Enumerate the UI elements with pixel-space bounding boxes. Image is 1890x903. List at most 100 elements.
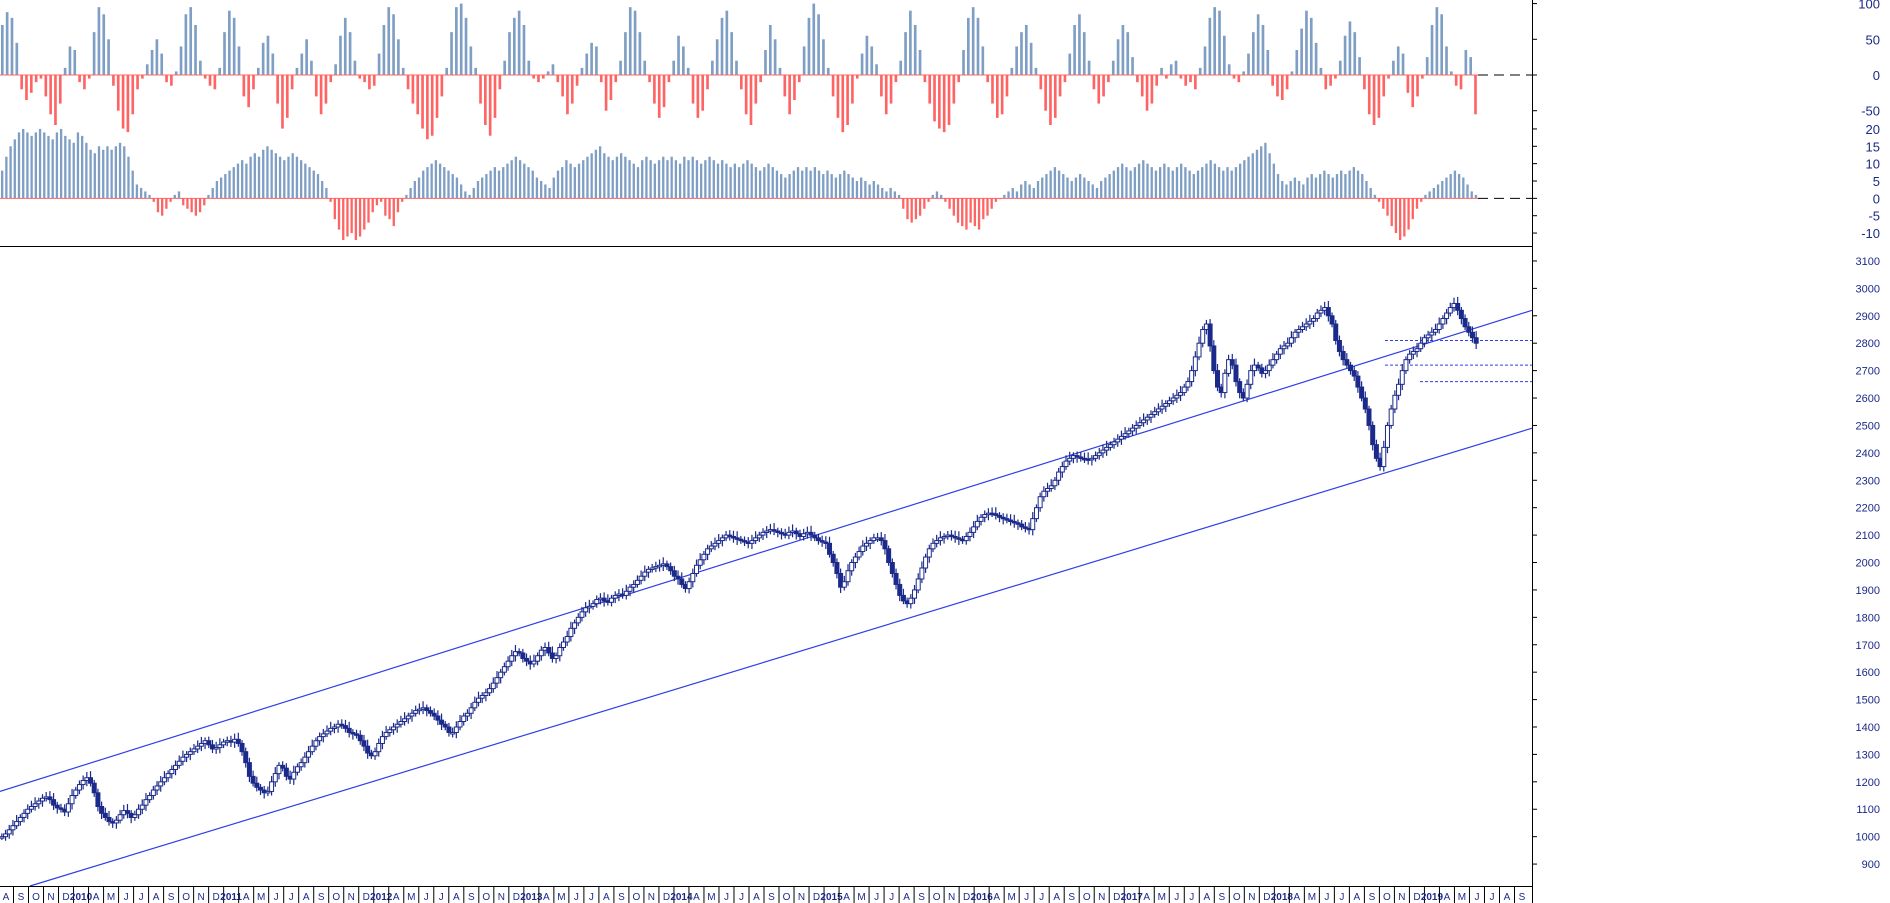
mid-osc-bar [712, 160, 715, 199]
top-osc-bar [256, 67, 260, 75]
top-osc-bar [1334, 75, 1337, 79]
top-osc-bar [1140, 75, 1144, 97]
x-tick-label: N [648, 892, 655, 903]
candle-body [280, 764, 286, 769]
candle-body [468, 707, 474, 714]
top-osc-bar [1305, 10, 1308, 76]
top-osc-bar [546, 71, 550, 75]
candle-body [250, 775, 256, 784]
mid-osc-bar [1209, 160, 1212, 199]
mid-osc-bar [1095, 187, 1099, 199]
mid-osc-bar [632, 163, 635, 199]
candle-body [642, 571, 648, 577]
candle-body [827, 542, 833, 555]
mid-osc-bar [1386, 198, 1389, 216]
mid-osc-bar [577, 163, 581, 199]
mid-osc-bar [186, 198, 189, 209]
x-tick-label: A [1354, 892, 1361, 903]
mid-osc-bar [1310, 174, 1313, 199]
top-osc-bar [1387, 75, 1390, 79]
mid-osc-bar [43, 132, 46, 199]
top-osc-bar [1421, 75, 1424, 79]
candle-body [309, 745, 315, 753]
x-tick-label: A [243, 892, 250, 903]
top-osc-bar [1363, 75, 1366, 90]
top-osc-bar [653, 75, 656, 104]
mid-osc-bar [114, 146, 118, 199]
price-ytick-label: 2000 [1856, 558, 1880, 570]
x-tick-label: A [603, 892, 610, 903]
mid-osc-bar [1108, 174, 1111, 199]
top-osc-bar [450, 32, 453, 75]
mid-osc-bar [885, 191, 888, 199]
candle-body [952, 535, 958, 539]
price-ytick-label: 3100 [1856, 256, 1880, 268]
x-tick-label: D [363, 892, 370, 903]
candle-body [213, 747, 219, 750]
top-osc-bar [174, 71, 178, 75]
mid-osc-bar [973, 198, 977, 227]
top-osc-bar [1102, 75, 1105, 97]
candle-body [1425, 334, 1431, 339]
candle-body [948, 534, 954, 538]
top-osc-bar [1126, 32, 1130, 75]
mid-osc-bar [1247, 156, 1250, 199]
x-tick-label: S [168, 892, 175, 903]
top-osc-bar [793, 75, 796, 100]
mid-osc-bar [868, 184, 871, 199]
mid-osc-bar [409, 187, 412, 199]
x-tick-label: M [1458, 892, 1466, 903]
mid-osc-bar [624, 156, 627, 199]
mid-osc-bar [535, 177, 539, 199]
mid-osc-bar [1129, 170, 1132, 199]
price-ytick-label: 1000 [1856, 832, 1880, 844]
x-tick-label: J [124, 892, 129, 903]
top-osc-bar [1295, 50, 1299, 75]
candle-body [1407, 353, 1413, 361]
x-tick-label: O [1083, 892, 1091, 903]
candle-body [1296, 329, 1302, 333]
candle-body [132, 814, 138, 818]
top-osc-bar [1445, 46, 1448, 75]
mid-osc-bar [1415, 198, 1419, 209]
mid-osc-bar [1302, 184, 1305, 199]
candle-body [627, 586, 633, 592]
top-osc-bar [1227, 64, 1231, 75]
candle-body [1100, 449, 1106, 454]
candle-body [328, 727, 334, 732]
candle-body [1207, 323, 1213, 347]
top-osc-bar [570, 75, 574, 104]
top-osc-bar [102, 14, 106, 75]
top-osc-bar [136, 75, 139, 90]
middle-oscillator-panel: 20 15 10 5 0 -5 -10 [0, 122, 1880, 241]
candle-body [1093, 455, 1099, 459]
candle-body [1144, 416, 1150, 421]
mid-osc-bar [493, 167, 496, 199]
top-osc-bar [1136, 75, 1139, 83]
mid-osc-bar [1083, 177, 1086, 199]
mid-osc-bar [384, 198, 387, 216]
candle-body [331, 726, 337, 729]
candle-body [638, 575, 644, 581]
mid-osc-bar [573, 167, 576, 199]
candle-body [886, 548, 892, 564]
mid-osc-bar [464, 191, 467, 199]
mid-osc-bar [763, 167, 766, 199]
mid-osc-bar [956, 198, 960, 223]
candle-body [1089, 457, 1095, 461]
candle-body [926, 548, 932, 558]
candle-body [956, 537, 962, 540]
candle-body [1196, 342, 1202, 358]
mid-osc-bar [102, 149, 105, 199]
top-osc-bar [1411, 75, 1415, 108]
x-tick-label: A [753, 892, 760, 903]
candle-body [1178, 392, 1184, 396]
price-ytick-label: 2900 [1856, 311, 1880, 323]
top-osc-bar [517, 10, 521, 76]
mid-osc-bar [1196, 170, 1200, 199]
mid-osc-bar [55, 132, 59, 199]
top-osc-bar [619, 60, 622, 75]
top-osc-bar [909, 10, 912, 76]
mid-osc-bar [539, 181, 543, 199]
